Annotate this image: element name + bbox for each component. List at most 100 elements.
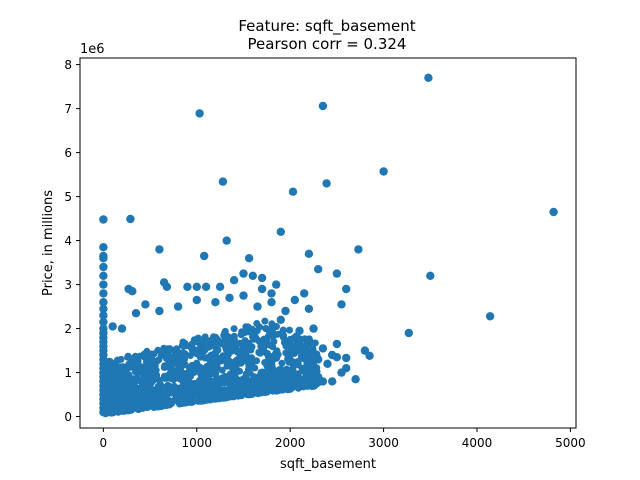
data-point <box>269 333 277 341</box>
data-point <box>300 289 309 298</box>
data-point <box>318 101 328 111</box>
x-tick-label: 5000 <box>555 436 586 450</box>
data-point <box>168 360 176 368</box>
data-point <box>239 291 248 300</box>
data-point <box>126 214 135 224</box>
y-tick-label: 2 <box>64 322 72 336</box>
data-point <box>337 300 346 309</box>
data-point <box>204 388 212 395</box>
data-point <box>133 374 141 382</box>
data-point <box>123 386 131 394</box>
y-axis-label: Price, in millions <box>41 190 56 296</box>
data-point <box>365 351 374 360</box>
chart-subtitle: Pearson corr = 0.324 <box>248 35 407 53</box>
data-point <box>239 269 248 278</box>
data-point <box>145 384 153 392</box>
data-point <box>183 282 192 291</box>
data-point <box>259 343 267 351</box>
data-point <box>209 394 217 402</box>
data-point <box>201 282 211 291</box>
data-point <box>99 254 108 263</box>
data-point <box>173 302 183 311</box>
data-point <box>117 324 127 333</box>
data-point <box>230 325 238 333</box>
y-tick-label: 1 <box>64 366 72 380</box>
data-point <box>191 346 199 354</box>
data-point <box>239 344 247 352</box>
data-point <box>161 386 169 394</box>
data-point <box>123 369 131 377</box>
data-point <box>291 375 299 383</box>
data-point <box>215 282 225 291</box>
data-point <box>149 365 157 373</box>
data-point <box>295 326 304 335</box>
data-point <box>141 300 150 309</box>
data-point <box>136 368 144 376</box>
data-point <box>175 351 183 359</box>
data-point <box>299 380 307 388</box>
data-point <box>426 271 435 280</box>
data-point <box>211 298 220 307</box>
data-point <box>354 245 363 254</box>
data-point <box>337 368 346 377</box>
data-point <box>198 397 206 405</box>
data-point <box>267 377 275 385</box>
data-point <box>115 390 123 398</box>
data-point <box>322 179 331 188</box>
data-point <box>164 398 172 405</box>
data-point <box>212 341 220 349</box>
y-tick-label: 8 <box>64 58 72 72</box>
data-point <box>253 388 261 396</box>
data-point <box>288 187 298 196</box>
data-point <box>153 396 161 404</box>
x-tick-label: 1000 <box>181 436 212 450</box>
data-point <box>257 273 267 283</box>
data-point <box>251 329 259 337</box>
data-point <box>267 289 276 298</box>
data-point <box>229 378 237 385</box>
data-point <box>332 353 342 362</box>
data-point <box>124 396 132 404</box>
data-point <box>257 284 267 294</box>
data-point <box>264 333 272 341</box>
data-point <box>299 366 306 374</box>
data-point <box>162 282 172 291</box>
data-point <box>129 363 137 371</box>
data-point <box>424 73 433 83</box>
x-tick-label: 0 <box>100 436 108 450</box>
data-point <box>318 344 328 353</box>
data-point <box>210 359 218 366</box>
data-point <box>246 369 254 377</box>
data-point <box>284 352 292 360</box>
data-point <box>278 359 286 367</box>
data-point <box>169 353 177 361</box>
data-point <box>220 393 228 401</box>
data-point <box>118 407 126 414</box>
data-point <box>267 298 276 307</box>
data-point <box>99 311 108 320</box>
x-tick-label: 2000 <box>275 436 306 450</box>
data-point <box>99 280 108 289</box>
data-point <box>328 377 337 386</box>
data-point <box>342 353 351 363</box>
data-point <box>168 383 176 391</box>
y-axis: 0 1 2 3 4 5 6 7 8 <box>64 58 80 424</box>
data-point <box>278 384 285 392</box>
data-point <box>224 386 232 394</box>
data-point <box>303 340 311 347</box>
data-point <box>225 362 233 370</box>
data-point <box>229 392 237 399</box>
data-point <box>264 353 272 361</box>
data-point <box>172 371 180 379</box>
y-tick-label: 7 <box>64 102 72 116</box>
data-point <box>314 355 323 364</box>
data-point <box>99 271 108 280</box>
data-point <box>332 269 342 278</box>
data-point <box>224 376 232 384</box>
data-point <box>268 366 276 374</box>
data-point <box>203 395 211 403</box>
data-point <box>166 345 174 353</box>
data-point <box>281 378 289 386</box>
data-point <box>351 375 360 384</box>
data-point <box>250 335 258 343</box>
